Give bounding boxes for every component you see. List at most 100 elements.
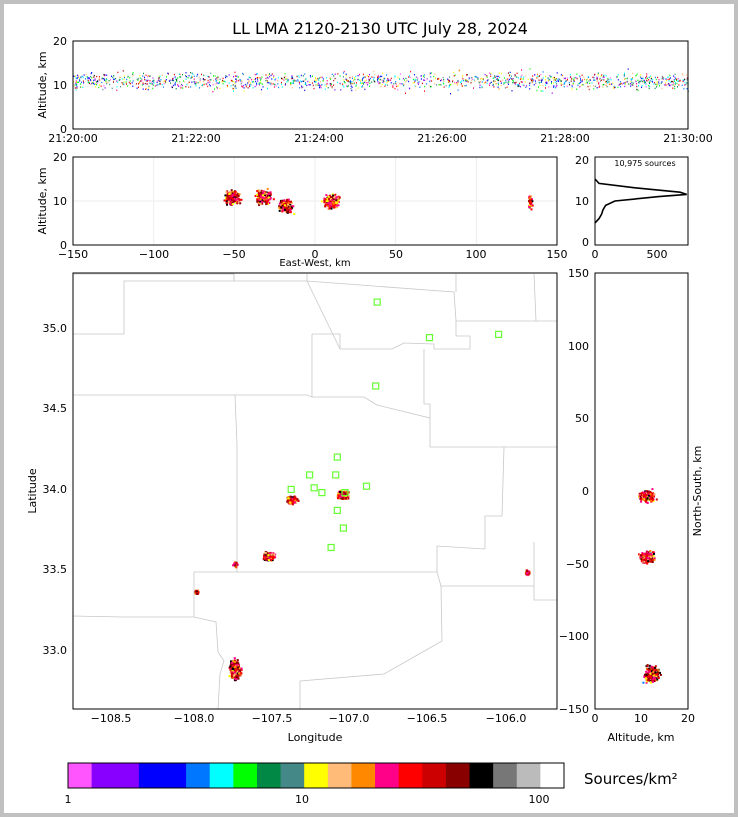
station-marker	[362, 482, 371, 490]
source-point	[180, 76, 182, 78]
source-pixel	[291, 501, 294, 504]
source-point	[677, 86, 678, 88]
source-point	[667, 83, 669, 85]
source-point	[297, 80, 299, 82]
source-point	[329, 83, 331, 85]
source-point	[165, 81, 167, 83]
source-point	[632, 82, 634, 84]
histogram-source-count: 10,975 sources	[614, 159, 675, 168]
source-point	[79, 77, 80, 80]
source-point	[606, 82, 607, 84]
source-point	[556, 84, 558, 87]
tick-label: 33.0	[43, 644, 68, 657]
source-point	[453, 71, 455, 73]
source-point	[678, 78, 680, 80]
source-point	[553, 79, 555, 81]
source-point	[384, 80, 385, 83]
source-point	[569, 73, 571, 76]
colorbar-tick: 100	[529, 793, 550, 806]
source-point	[448, 79, 450, 82]
source-point	[506, 78, 508, 81]
source-point	[400, 83, 402, 85]
source-point	[248, 76, 250, 78]
lma-figure: LL LMA 2120-2130 UTC July 28, 2024 21:20…	[26, 19, 713, 806]
source-point	[641, 86, 642, 89]
source-point	[284, 73, 286, 75]
source-point	[172, 84, 174, 87]
source-point	[607, 81, 608, 84]
source-point	[215, 80, 217, 82]
source-point	[653, 83, 655, 85]
source-point	[500, 80, 502, 82]
tick-label: 0	[592, 248, 599, 261]
source-point	[676, 82, 678, 85]
source-point	[531, 80, 533, 82]
source-point	[116, 89, 118, 91]
source-point	[552, 82, 554, 84]
source-point	[534, 74, 535, 76]
source-pixel	[264, 196, 267, 199]
source-point	[91, 79, 93, 82]
source-pixel	[230, 666, 233, 670]
source-point	[422, 75, 424, 77]
colorbar-outline	[67, 762, 565, 789]
source-point	[96, 82, 98, 85]
source-point	[648, 76, 650, 79]
source-point	[662, 76, 664, 79]
source-point	[350, 80, 351, 82]
source-point	[594, 85, 596, 87]
source-point	[329, 76, 331, 79]
source-pixel	[336, 201, 339, 204]
time-height-axes	[72, 40, 689, 130]
source-point	[353, 79, 354, 81]
source-point	[331, 87, 333, 89]
source-pixel	[230, 660, 233, 663]
source-point	[581, 80, 583, 83]
source-point	[450, 93, 451, 95]
source-point	[151, 81, 153, 83]
source-point	[521, 81, 523, 83]
source-point	[607, 77, 609, 80]
source-point	[106, 74, 108, 76]
source-point	[490, 72, 492, 75]
source-pixel	[264, 200, 267, 203]
source-point	[585, 82, 587, 84]
source-pixel	[649, 550, 652, 552]
source-point	[449, 80, 451, 83]
source-pixel	[257, 201, 260, 204]
station-marker	[327, 543, 335, 552]
source-point	[654, 87, 656, 90]
source-pixel	[659, 671, 661, 674]
source-point	[474, 75, 476, 78]
source-point	[132, 85, 134, 87]
source-pixel	[234, 201, 237, 204]
source-point	[560, 80, 562, 82]
source-point	[447, 78, 449, 80]
source-point	[645, 83, 647, 85]
source-point	[171, 79, 173, 82]
source-pixel	[260, 189, 263, 192]
source-point	[499, 76, 500, 79]
colorbar-cell	[115, 763, 140, 788]
source-point	[298, 81, 300, 83]
source-point	[242, 72, 244, 75]
tick-label: 500	[647, 248, 668, 261]
source-point	[180, 87, 182, 89]
source-pixel	[231, 195, 234, 198]
source-pixel	[231, 203, 234, 205]
source-point	[443, 86, 445, 88]
source-point	[235, 87, 237, 89]
source-point	[357, 78, 359, 81]
tick-label: 0	[312, 248, 319, 261]
source-pixel	[231, 198, 234, 201]
source-pixel	[334, 206, 337, 209]
source-point	[472, 78, 474, 80]
source-point	[584, 78, 586, 81]
source-point	[292, 80, 294, 82]
source-point	[222, 83, 224, 85]
tick-label: −108.5	[91, 712, 132, 725]
lma-stations	[287, 298, 503, 552]
source-point	[545, 84, 547, 86]
source-point	[273, 79, 275, 81]
source-pixel	[256, 193, 258, 196]
